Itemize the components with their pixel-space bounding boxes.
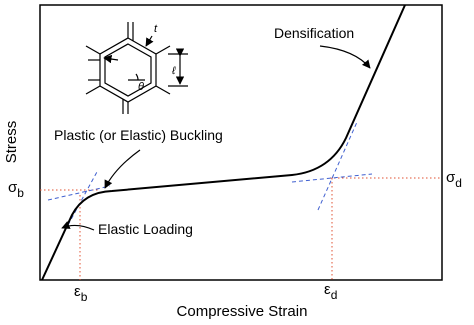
sigma-b: σb [8,179,24,200]
honeycomb-cell [85,22,188,114]
thickness-label: t [154,23,158,35]
plot-frame [39,4,443,281]
symbol: σ [8,179,18,196]
arrow [61,221,95,231]
tangent-lines [47,121,373,226]
stress-strain-curve [41,4,406,281]
subscript: d [455,176,462,190]
densification-label: Densification [274,25,354,41]
symbol: ε [324,281,331,298]
elastic-label: Elastic Loading [98,221,193,237]
subscript: b [81,290,88,304]
x-axis-label: Compressive Strain [177,303,308,320]
subscript: b [17,186,24,200]
sigma-d: σd [446,169,462,190]
symbol: ε [74,283,81,300]
subscript: d [331,288,338,302]
arrow [104,149,141,189]
length-label: ℓ [171,65,176,77]
epsilon-b: εb [74,283,88,304]
arrow [319,45,371,69]
symbol: σ [446,169,456,186]
reference-lines [40,177,442,280]
buckling-label: Plastic (or Elastic) Buckling [54,127,223,143]
angle-label: θ [138,81,144,93]
y-axis-label: Stress [3,121,20,164]
epsilon-d: εd [324,281,337,302]
